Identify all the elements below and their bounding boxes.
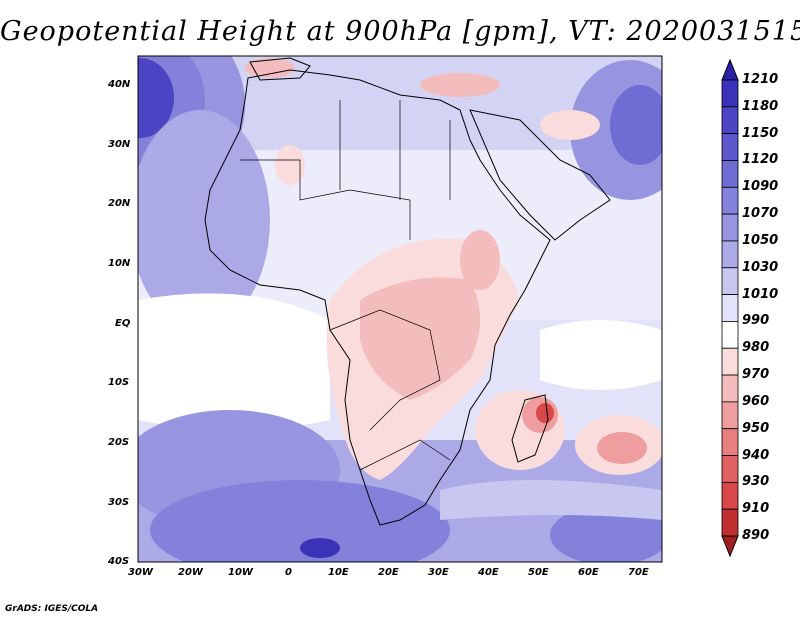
sahara-low: [275, 145, 305, 185]
colorbar-label: 1150: [742, 125, 779, 141]
lat-label: 10S: [108, 377, 130, 388]
colorbar-label: 1050: [742, 232, 779, 248]
asia-high-core: [610, 85, 662, 165]
coastlines: [204, 57, 611, 526]
colorbar-segment: [721, 213, 739, 242]
border-2: [339, 100, 451, 200]
atlantic-high-core: [138, 58, 174, 138]
madagascar-coast: [511, 394, 549, 463]
lon-label: 10W: [228, 567, 253, 578]
credit-text: GrADS: IGES/COLA: [5, 604, 99, 614]
lon-label: 50E: [528, 567, 549, 578]
colorbar-segment: [721, 455, 739, 483]
lat-label: 10N: [108, 258, 131, 269]
lon-label: 70E: [628, 567, 649, 578]
colorbar-segment: [721, 106, 739, 135]
colorbar-label: 1180: [742, 98, 779, 114]
lon-label: 60E: [578, 567, 599, 578]
tropical-atlantic: [138, 293, 330, 430]
lon-label: 20W: [178, 567, 203, 578]
lat-label: 40N: [108, 79, 131, 90]
madagascar-low-core: [536, 403, 554, 423]
lat-label: 30S: [108, 497, 130, 508]
colorbar-bottom-arrow: [721, 535, 739, 558]
border-1: [240, 159, 411, 240]
south-atlantic-2: [150, 480, 450, 562]
colorbar-label: 960: [742, 393, 770, 409]
map-frame: [137, 55, 663, 563]
lon-label: 30E: [428, 567, 449, 578]
africa-low-mid: [360, 277, 480, 400]
anatolia-low: [420, 73, 500, 97]
border-4: [359, 439, 451, 471]
lon-label: 0: [285, 567, 292, 578]
arabia-coast: [469, 109, 611, 241]
colorbar-label: 990: [742, 313, 770, 329]
iberia-coast: [249, 57, 311, 81]
lat-label: 20N: [108, 198, 131, 209]
colorbar-segment: [721, 79, 739, 108]
colorbar-label: 1010: [742, 286, 779, 302]
indian-ocean-white: [540, 320, 662, 390]
south-indian-low: [550, 505, 662, 562]
colorbar-label: 930: [742, 474, 770, 490]
colorbar-label: 1210: [742, 72, 779, 87]
map-field: [138, 56, 662, 562]
colorbar-segment: [721, 240, 739, 269]
lat-label: 20S: [108, 437, 130, 448]
colorbar: [721, 58, 739, 558]
colorbar-segment: [721, 374, 739, 403]
arabia-low: [540, 110, 600, 140]
colorbar-segment: [721, 401, 739, 430]
colorbar-segment: [721, 481, 739, 510]
colorbar-label: 1090: [742, 179, 779, 195]
lon-label: 20E: [378, 567, 399, 578]
colorbar-label: 970: [742, 367, 770, 383]
lon-label: 10E: [328, 567, 349, 578]
colorbar-segment: [721, 133, 739, 161]
colorbar-segment: [721, 267, 739, 295]
atlantic-ridge: [138, 110, 270, 330]
plot-title: Geopotential Height at 900hPa [gpm], VT:…: [0, 16, 800, 47]
iberia-low: [245, 58, 295, 78]
colorbar-top-arrow: [721, 58, 739, 81]
lat-label: 40S: [108, 556, 130, 567]
colorbar-label: 890: [742, 528, 770, 543]
borders: [240, 100, 451, 471]
colorbar-segment: [721, 294, 739, 322]
colorbar-label: 950: [742, 420, 770, 436]
south-low-core: [300, 538, 340, 558]
colorbar-label: 1030: [742, 259, 779, 275]
lat-label: EQ: [115, 318, 131, 329]
colorbar-label: 1120: [742, 152, 779, 168]
africa-coast: [204, 69, 551, 526]
south-indian-band: [440, 480, 662, 520]
lon-label: 40E: [478, 567, 499, 578]
colorbar-segment: [721, 186, 739, 215]
lat-label: 30N: [108, 139, 131, 150]
indian-low-core: [597, 432, 647, 464]
colorbar-label: 1070: [742, 206, 779, 222]
colorbar-segment: [721, 321, 739, 349]
ethiopia-low: [460, 230, 500, 290]
lon-label: 30W: [128, 567, 153, 578]
colorbar-label: 910: [742, 501, 770, 517]
colorbar-segment: [721, 160, 739, 188]
colorbar-segment: [721, 428, 739, 456]
border-3: [329, 309, 441, 431]
colorbar-label: 940: [742, 447, 770, 463]
colorbar-segment: [721, 508, 739, 537]
colorbar-segment: [721, 347, 739, 376]
colorbar-label: 980: [742, 340, 770, 356]
